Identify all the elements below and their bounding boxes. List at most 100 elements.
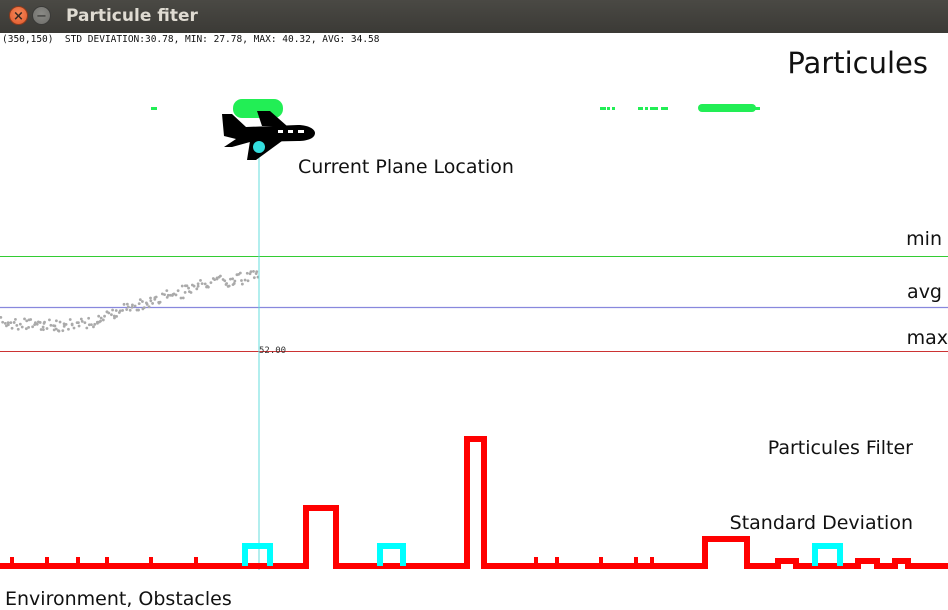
minimize-icon[interactable]: − (32, 6, 51, 25)
history-point (77, 321, 80, 325)
particle-dot (645, 107, 648, 110)
history-point (154, 295, 158, 299)
history-point (165, 295, 169, 299)
history-point (70, 323, 74, 327)
plane-location-marker (253, 141, 265, 153)
particle-dot (600, 107, 606, 110)
history-point (126, 305, 130, 309)
plane-location-label: Current Plane Location (298, 156, 514, 178)
history-point (249, 270, 253, 273)
history-point (181, 296, 185, 300)
history-point (246, 279, 250, 283)
std-deviation-label-line2: Standard Deviation (729, 512, 913, 534)
history-point (183, 290, 187, 294)
history-point (149, 296, 152, 300)
status-readout: (350,150) STD DEVIATION:30.78, MIN: 27.7… (2, 34, 380, 45)
history-point (58, 320, 62, 324)
history-point (122, 302, 126, 306)
std-deviation-label: Particules Filter Standard Deviation (730, 386, 913, 586)
title-bar[interactable]: × − Particule fiter (0, 0, 948, 33)
history-point (199, 278, 202, 282)
history-point (240, 279, 243, 282)
history-point (125, 302, 129, 306)
history-point (165, 289, 169, 293)
history-point (192, 284, 196, 288)
history-point (174, 293, 178, 297)
history-point (103, 314, 106, 318)
history-point (87, 316, 91, 320)
history-point (125, 308, 129, 311)
particle-dot (661, 107, 668, 110)
history-point (27, 325, 31, 329)
history-point (87, 323, 91, 327)
history-point (142, 306, 146, 310)
particle-dot (650, 107, 658, 110)
min-label: min (906, 228, 942, 250)
history-point (158, 300, 162, 304)
history-point (185, 284, 189, 288)
obstacle-highlight-1 (242, 543, 273, 566)
history-point (227, 284, 231, 288)
history-point (240, 282, 244, 286)
history-point (131, 303, 134, 307)
particle-dot (755, 107, 760, 110)
history-point (138, 298, 142, 302)
history-point (61, 329, 65, 333)
particles-cluster (151, 99, 760, 118)
history-point (206, 285, 210, 289)
history-point (114, 309, 118, 312)
history-point (113, 316, 116, 320)
close-icon[interactable]: × (9, 6, 28, 25)
history-point (160, 292, 164, 296)
history-point (130, 305, 134, 309)
history-point (24, 327, 28, 331)
history-point (56, 329, 60, 333)
history-point (72, 326, 76, 330)
history-point (145, 301, 148, 305)
history-point (166, 293, 170, 297)
history-point (209, 281, 213, 285)
history-point (141, 300, 144, 303)
history-point (18, 322, 22, 326)
obstacle-highlight-2 (377, 543, 406, 566)
history-point (203, 282, 207, 286)
history-point (64, 322, 68, 326)
history-point (115, 314, 118, 318)
history-point (80, 319, 84, 323)
history-point (195, 287, 199, 291)
history-point (29, 318, 33, 321)
std-deviation-label-line1: Particules Filter (767, 437, 913, 459)
history-point (79, 317, 83, 321)
history-point (189, 291, 193, 294)
history-point (33, 323, 37, 327)
history-point (187, 286, 190, 290)
std-deviation-history (0, 269, 260, 333)
history-point (196, 284, 200, 288)
history-point (43, 320, 46, 324)
history-point (255, 270, 259, 274)
particle-dot (612, 107, 615, 110)
particle-blob-main (233, 99, 283, 118)
history-point (48, 318, 51, 322)
history-point (232, 282, 236, 285)
history-point (25, 319, 29, 323)
max-label: max (906, 327, 948, 349)
history-point (3, 321, 7, 325)
history-point (54, 327, 58, 331)
history-point (83, 321, 87, 325)
history-point (41, 325, 45, 329)
history-point (10, 326, 14, 330)
history-point (45, 327, 49, 330)
history-point (223, 279, 227, 283)
particle-dot (638, 107, 643, 110)
history-point (179, 296, 183, 300)
history-point (243, 278, 247, 282)
particle-dot (607, 107, 610, 110)
history-point (137, 302, 141, 306)
history-point (107, 311, 111, 315)
history-point (6, 321, 10, 325)
history-point (252, 269, 255, 273)
history-point (35, 322, 39, 326)
history-point (23, 317, 26, 321)
history-point (180, 284, 184, 288)
